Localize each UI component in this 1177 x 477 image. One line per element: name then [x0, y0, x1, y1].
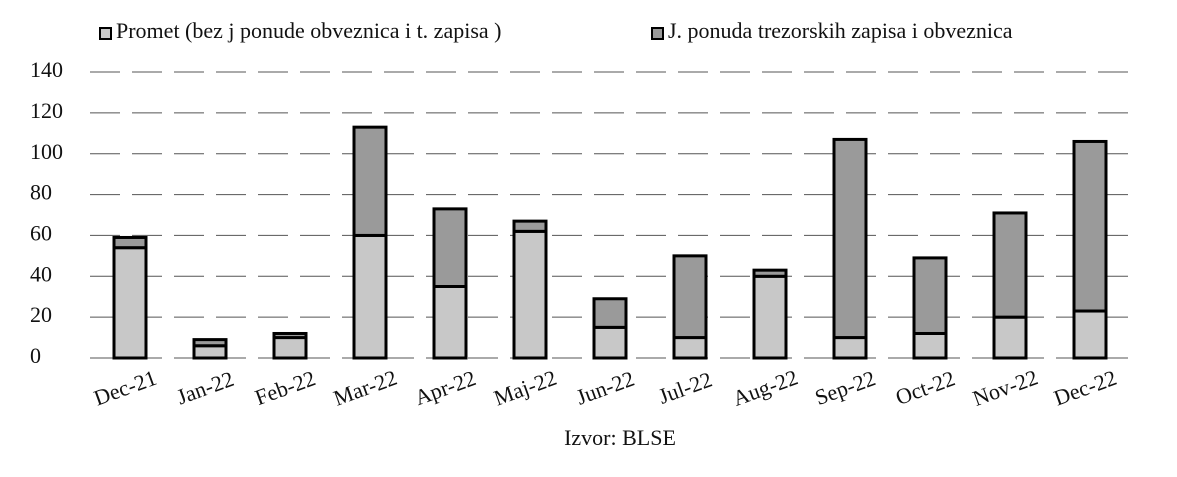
legend-swatch: [651, 27, 664, 40]
y-tick-label: 60: [30, 220, 52, 245]
bar-segment: [672, 254, 708, 340]
bar-segment: [272, 331, 308, 340]
bar-segment: [912, 256, 948, 335]
x-tick-label: Nov-22: [969, 364, 1041, 410]
x-tick-label: Jun-22: [573, 366, 638, 410]
bar-segment: [432, 285, 468, 360]
y-tick-label: 140: [30, 57, 63, 82]
bar-segment: [1072, 309, 1108, 360]
bar-segment: [192, 338, 228, 348]
x-tick-label: Maj-22: [490, 365, 559, 411]
x-tick-label: Mar-22: [330, 365, 400, 411]
source-note: Izvor: BLSE: [564, 425, 676, 450]
bar-segment: [592, 325, 628, 360]
x-tick-label: Dec-21: [90, 365, 159, 411]
bar-segment: [512, 229, 548, 360]
bar-segment: [192, 344, 228, 360]
bar-segment: [352, 233, 388, 360]
bar-segment: [352, 125, 388, 237]
bar-segment: [752, 274, 788, 360]
bar-segment: [832, 336, 868, 360]
bar-segment: [432, 207, 468, 288]
bar-segment: [672, 336, 708, 360]
bar-segment: [992, 315, 1028, 360]
x-tick-label: Oct-22: [892, 366, 958, 410]
bar-segment: [112, 235, 148, 250]
x-tick-label: Feb-22: [252, 365, 319, 410]
y-tick-label: 0: [30, 343, 41, 368]
y-tick-label: 120: [30, 98, 63, 123]
x-tick-label: Aug-22: [729, 364, 801, 410]
bar-segment: [752, 268, 788, 278]
bar-segment: [512, 219, 548, 233]
y-tick-label: 20: [30, 302, 52, 327]
bar-segment: [1072, 139, 1108, 313]
bar-segment: [912, 331, 948, 360]
y-tick-label: 80: [30, 180, 52, 205]
legend-label: Promet (bez j ponude obveznica i t. zapi…: [116, 18, 501, 43]
legend-swatch: [99, 27, 112, 40]
legend-label: J. ponuda trezorskih zapisa i obveznica: [668, 18, 1013, 43]
bar-segment: [832, 137, 868, 340]
bar-segment: [112, 246, 148, 360]
x-tick-label: Apr-22: [411, 365, 479, 410]
x-tick-label: Jan-22: [173, 366, 237, 410]
x-tick-label: Jul-22: [655, 367, 715, 409]
x-tick-label: Sep-22: [812, 365, 879, 410]
bar-segment: [992, 211, 1028, 319]
x-tick-label: Dec-22: [1050, 365, 1119, 411]
y-tick-label: 40: [30, 261, 52, 286]
y-tick-label: 100: [30, 139, 63, 164]
bar-segment: [272, 336, 308, 360]
bar-segment: [592, 297, 628, 329]
